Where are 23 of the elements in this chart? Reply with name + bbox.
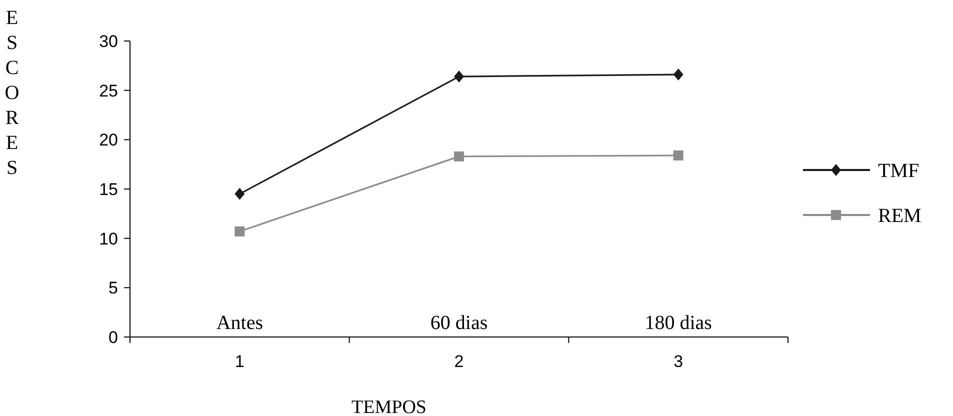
y-tick-label: 5	[108, 278, 118, 298]
x-tick-label: 1	[234, 352, 244, 371]
point	[454, 70, 464, 83]
point	[454, 151, 464, 162]
annotation: 60 dias	[430, 312, 488, 334]
annotation: Antes	[216, 312, 264, 334]
point	[234, 226, 245, 236]
legend-label: TMF	[878, 160, 920, 182]
y-tick-label: 15	[99, 180, 118, 199]
x-axis-title: TEMPOS	[352, 397, 426, 416]
point	[673, 68, 684, 81]
point	[673, 150, 684, 160]
y-tick-label: 10	[99, 229, 118, 248]
x-tick-label: 2	[454, 352, 464, 371]
y-tick-label: 30	[99, 32, 118, 51]
y-tick-label: 25	[99, 81, 118, 100]
point	[234, 188, 245, 200]
x-tick-label: 3	[674, 352, 684, 371]
y-tick-label: 20	[99, 130, 118, 150]
legend-label: REM	[878, 205, 922, 227]
annotation: 180 dias	[644, 312, 712, 334]
y-tick-label: 0	[108, 328, 118, 347]
y-axis-title: ESCORES	[4, 7, 20, 179]
